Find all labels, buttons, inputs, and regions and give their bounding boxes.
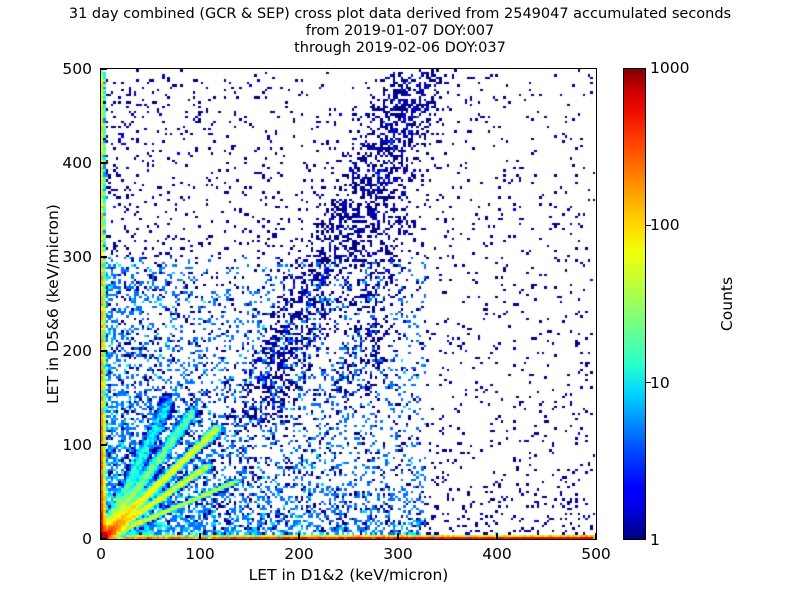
x-tick-mark xyxy=(595,533,597,539)
x-tick-label: 200 xyxy=(284,545,314,563)
x-tick-label: 300 xyxy=(383,545,413,563)
colorbar xyxy=(623,68,646,540)
y-tick-mark xyxy=(101,444,107,446)
y-tick-label: 300 xyxy=(62,248,92,266)
y-tick-label: 400 xyxy=(62,154,92,172)
x-tick-label: 100 xyxy=(185,545,215,563)
y-tick-label: 0 xyxy=(82,530,92,548)
colorbar-tick-label: 10 xyxy=(650,373,670,392)
x-tick-mark xyxy=(199,533,201,539)
title-line-3: through 2019-02-06 DOY:037 xyxy=(294,40,506,56)
y-tick-label: 100 xyxy=(62,436,92,454)
colorbar-tick-mark xyxy=(646,382,651,384)
colorbar-label: Counts xyxy=(718,276,736,332)
y-tick-mark xyxy=(101,350,107,352)
title-line-2: from 2019-01-07 DOY:007 xyxy=(305,23,495,39)
y-tick-label: 200 xyxy=(62,342,92,360)
colorbar-tick-mark xyxy=(646,224,651,226)
let-cross-plot-canvas xyxy=(101,69,596,539)
x-tick-label: 400 xyxy=(482,545,512,563)
x-tick-mark xyxy=(298,533,300,539)
y-tick-mark xyxy=(101,256,107,258)
x-tick-mark xyxy=(496,533,498,539)
y-tick-label: 500 xyxy=(62,60,92,78)
colorbar-tick-label: 100 xyxy=(650,216,680,235)
title-line-1: 31 day combined (GCR & SEP) cross plot d… xyxy=(68,6,732,22)
y-tick-mark xyxy=(101,162,107,164)
y-axis-label: LET in D5&6 (keV/micron) xyxy=(44,204,62,404)
colorbar-gradient xyxy=(623,68,646,540)
colorbar-tick-label: 1 xyxy=(650,531,660,549)
y-tick-mark xyxy=(101,68,107,70)
x-tick-label: 500 xyxy=(581,545,611,563)
y-tick-mark xyxy=(101,538,107,540)
x-tick-mark xyxy=(397,533,399,539)
x-tick-label: 0 xyxy=(96,545,106,563)
x-tick-mark xyxy=(100,533,102,539)
x-axis-label: LET in D1&2 (keV/micron) xyxy=(248,566,449,584)
colorbar-tick-label: 1000 xyxy=(650,59,690,77)
chart-title: 31 day combined (GCR & SEP) cross plot d… xyxy=(0,6,800,57)
scatter-plot-area xyxy=(100,68,597,540)
